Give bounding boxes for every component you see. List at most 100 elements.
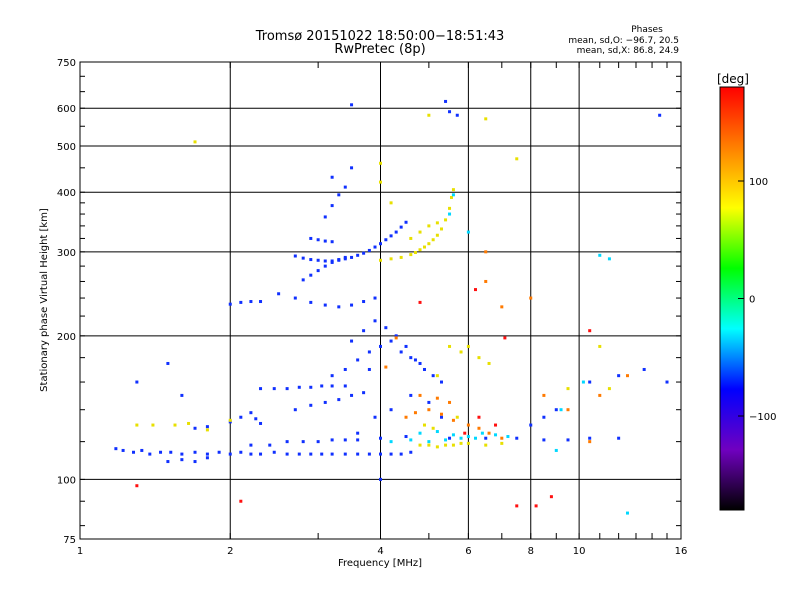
data-point <box>515 157 519 161</box>
data-point <box>404 220 408 224</box>
y-tick-label: 500 <box>57 142 76 153</box>
data-point <box>140 448 144 452</box>
data-point <box>379 477 382 481</box>
y-tick-label: 75 <box>63 535 76 546</box>
x-tick-label: 1 <box>77 546 83 557</box>
data-point <box>249 452 253 456</box>
data-point <box>409 450 413 454</box>
data-point <box>451 418 455 422</box>
data-point <box>379 436 382 440</box>
data-point <box>205 452 209 456</box>
data-point <box>323 303 327 307</box>
data-point <box>249 300 253 304</box>
chart-subtitle: RwPretec (8p) <box>334 42 425 57</box>
data-point <box>480 431 484 435</box>
data-point <box>114 447 118 451</box>
data-point <box>272 387 276 391</box>
data-point <box>484 117 488 121</box>
data-point <box>484 443 488 447</box>
x-tick-label: 6 <box>465 546 471 557</box>
data-point <box>427 242 431 246</box>
data-point <box>529 423 533 427</box>
data-point <box>379 258 382 262</box>
data-point <box>598 393 602 397</box>
data-point <box>427 113 431 117</box>
data-point <box>205 425 209 429</box>
data-point <box>350 339 354 343</box>
data-point <box>418 393 422 397</box>
data-point <box>151 423 155 427</box>
data-point <box>542 415 546 419</box>
data-point <box>399 350 403 354</box>
data-point <box>459 441 463 445</box>
data-point <box>320 384 324 388</box>
data-point <box>330 240 334 244</box>
data-point <box>228 420 232 424</box>
plot-area: 1 2 4 6 8 10 16 75 100 200 300 400 500 600 750 <box>57 58 687 557</box>
data-point <box>484 436 488 440</box>
data-point <box>440 380 444 384</box>
data-point <box>466 344 470 348</box>
data-point <box>301 440 305 444</box>
data-point <box>373 319 377 323</box>
data-point <box>323 239 327 243</box>
data-point <box>180 393 184 397</box>
data-point <box>205 428 209 432</box>
data-point <box>330 374 334 378</box>
data-point <box>515 504 519 508</box>
data-point <box>394 336 398 340</box>
data-point <box>367 248 371 252</box>
data-point <box>427 440 431 444</box>
data-point <box>389 408 393 412</box>
data-point <box>272 450 276 454</box>
phases-header: Phases <box>631 25 663 35</box>
data-point <box>484 250 488 254</box>
data-point <box>559 408 563 412</box>
data-point <box>566 438 570 442</box>
data-point <box>293 296 297 300</box>
data-point <box>494 423 498 427</box>
x-axis-ticks: 1 2 4 6 8 10 16 <box>77 62 687 557</box>
phase-colorbar: [deg] 100 0 −100 <box>717 72 776 511</box>
data-point <box>435 374 439 378</box>
data-point <box>598 253 602 257</box>
data-point <box>459 436 463 440</box>
data-point <box>323 400 327 404</box>
data-point <box>293 408 297 412</box>
data-point <box>330 438 334 442</box>
data-point <box>180 458 184 462</box>
x-tick-label: 2 <box>227 546 233 557</box>
data-point <box>506 435 510 439</box>
data-point <box>542 393 546 397</box>
data-point <box>409 393 413 397</box>
colorbar-ticks: 100 0 −100 <box>738 177 776 423</box>
data-point <box>448 344 452 348</box>
data-point <box>427 400 431 404</box>
data-point <box>297 452 301 456</box>
data-point <box>463 431 467 435</box>
data-point <box>180 452 184 456</box>
data-point <box>239 415 243 419</box>
data-point <box>418 300 422 304</box>
data-point <box>566 387 570 391</box>
data-point <box>642 367 646 371</box>
data-point <box>285 440 289 444</box>
data-point <box>389 257 393 261</box>
data-point <box>607 257 611 261</box>
data-point <box>409 438 413 442</box>
data-point <box>301 278 305 282</box>
data-point <box>193 426 197 430</box>
data-point <box>379 242 382 246</box>
y-tick-label: 100 <box>57 475 76 486</box>
data-point <box>121 448 125 452</box>
data-point <box>500 305 504 309</box>
data-point <box>440 415 444 419</box>
data-point <box>135 423 139 427</box>
data-point <box>301 256 305 260</box>
data-point <box>309 385 313 389</box>
data-point <box>448 206 452 210</box>
data-point <box>285 387 289 391</box>
data-point <box>373 415 377 419</box>
data-point <box>362 300 366 304</box>
data-point <box>362 251 366 255</box>
